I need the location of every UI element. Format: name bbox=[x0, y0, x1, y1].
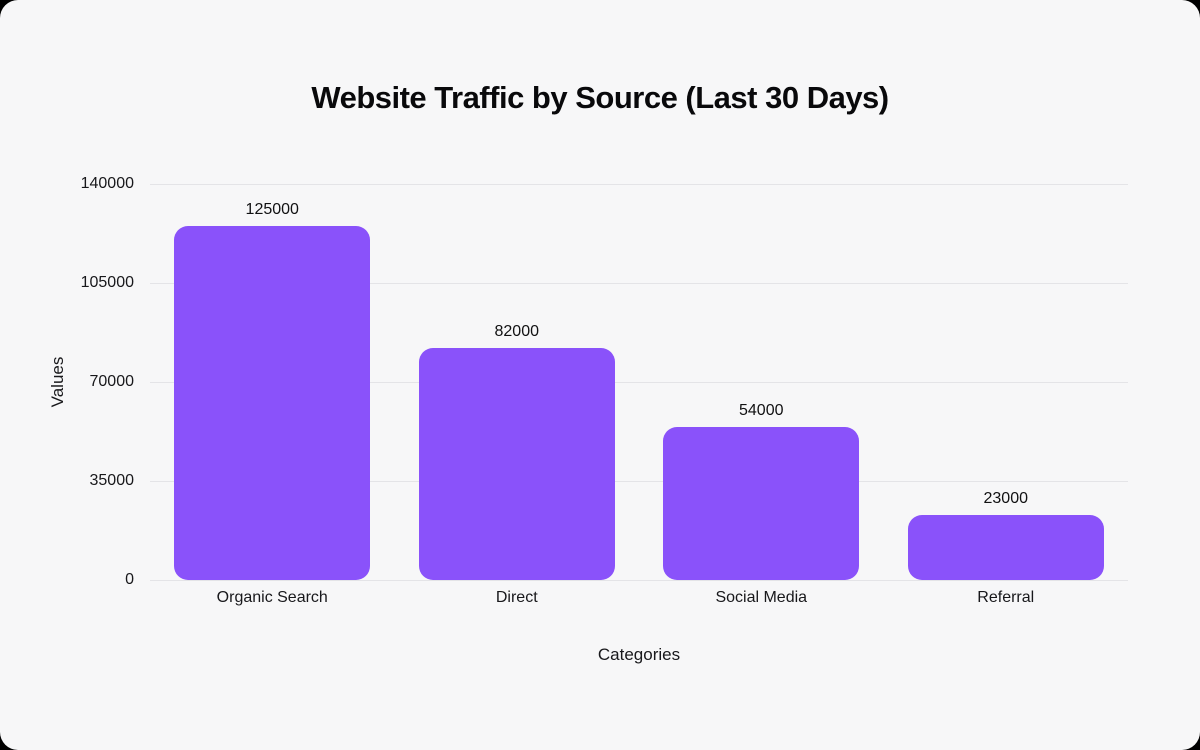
y-tick-label: 70000 bbox=[89, 373, 135, 390]
bar-value-label: 23000 bbox=[983, 489, 1029, 507]
gridline bbox=[150, 282, 1128, 284]
bar-value-label: 125000 bbox=[245, 201, 299, 219]
gridline bbox=[150, 183, 1128, 185]
bar-value-label: 54000 bbox=[739, 402, 784, 420]
bar-value-label: 82000 bbox=[494, 323, 540, 341]
x-axis-title-text: Categories bbox=[597, 645, 681, 664]
x-tick-label: Direct bbox=[495, 589, 538, 606]
bar-social-media bbox=[663, 427, 860, 580]
gridline bbox=[150, 480, 1128, 482]
gridline bbox=[150, 579, 1128, 581]
bar-organic-search bbox=[174, 226, 371, 580]
y-tick-label: 35000 bbox=[89, 472, 135, 489]
x-tick-label: Social Media bbox=[715, 589, 808, 606]
bar-direct bbox=[418, 348, 615, 580]
plot-area: 0 35000 70000 105000 140000 125000 Organic Sea… bbox=[81, 175, 1128, 606]
y-tick-label: 105000 bbox=[80, 274, 134, 291]
bar-referral bbox=[907, 514, 1104, 580]
chart-title: Website Traffic by Source (Last 30 Days) bbox=[311, 80, 889, 115]
x-tick-label: Organic Search bbox=[216, 589, 328, 606]
x-tick-label: Referral bbox=[977, 589, 1035, 606]
y-tick-label: 140000 bbox=[80, 175, 134, 192]
gridline bbox=[150, 381, 1128, 383]
y-tick-label: 0 bbox=[125, 571, 134, 588]
